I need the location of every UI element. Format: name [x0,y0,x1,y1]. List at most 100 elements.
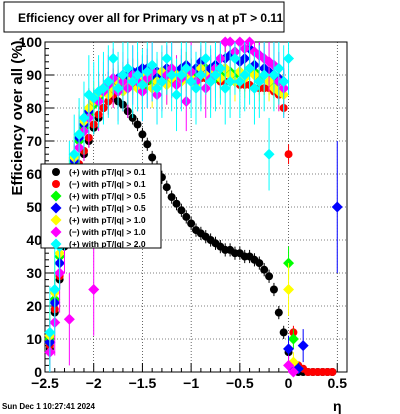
data-point [185,76,197,88]
y-axis-title: Efficiency over all (%) [9,40,26,195]
y-tick-label: 20 [26,298,42,314]
legend-label: (+) with pT/|q| > 0.5 [69,191,146,201]
data-point [328,368,337,376]
data-layer [44,36,343,378]
data-point [195,69,207,81]
data-point [133,120,142,129]
data-point [224,36,236,48]
legend-label: (−) with pT/|q| > 0.1 [69,179,146,189]
x-tick-label: −1 [183,375,199,391]
data-point [117,69,129,81]
legend: (+) with pT/|q| > 0.1 (−) with pT/|q| > 0… [40,163,162,250]
data-point [287,366,299,378]
data-point [143,140,152,149]
legend-box [40,163,162,249]
data-point [263,56,275,68]
data-point [229,53,241,64]
data-point [172,199,181,208]
data-point [162,183,171,192]
data-point [297,340,309,352]
x-tick-label: −2.5 [31,375,59,391]
data-point [107,53,119,64]
legend-label: (+) with pT/|q| > 1.0 [69,215,146,225]
data-point [68,148,80,160]
data-point [127,76,139,88]
legend-label: (+) with pT/|q| > 0.1 [69,167,146,177]
data-point [255,259,264,268]
data-point [63,313,75,325]
x-tick-label: 0 [285,375,293,391]
data-point [283,359,295,371]
data-point [268,69,280,81]
data-point [205,76,217,88]
data-point [278,76,290,88]
data-point [97,82,109,94]
data-point [331,201,343,213]
axis-layer: −2.5 −2 −1.5 −1 −0.5 0 0.5 0 10 20 30 40 50 60 70 80 90 1… [19,34,348,391]
y-tick-label: 30 [26,265,42,281]
y-tick-label: 70 [26,133,42,149]
data-point [219,82,231,94]
data-point [248,82,260,94]
data-point [283,343,295,355]
x-tick-label: −2 [86,375,102,391]
data-point [161,53,173,64]
data-point [200,53,212,64]
legend-marker [52,168,60,176]
data-point [214,62,226,74]
data-point [102,76,114,88]
data-point [258,69,270,81]
legend-label: (+) with pT/|q| > 2.0 [69,239,146,249]
data-point [132,69,144,81]
data-point [273,62,285,74]
data-point [244,62,256,74]
data-point [136,79,148,91]
data-point [274,308,283,317]
footer-timestamp: Sun Dec 1 10:27:41 2024 [2,402,95,411]
data-point [279,328,288,337]
legend-marker [50,226,62,238]
data-point [253,76,265,88]
data-point [284,150,293,159]
data-point [263,148,275,160]
data-point [44,326,56,338]
x-tick-label: 0.5 [328,375,348,391]
data-point [283,284,295,295]
data-point [151,82,163,94]
data-point [234,76,246,88]
data-point [166,69,178,81]
data-point [112,82,124,94]
data-point [156,76,168,88]
data-point [175,69,187,81]
data-point [239,69,251,81]
legend-label: (−) with pT/|q| > 1.0 [69,227,146,237]
data-point [283,53,295,64]
data-point [190,82,202,94]
y-tick-label: 90 [26,67,42,83]
data-point [78,112,90,124]
series-7 [44,42,295,372]
x-tick-label: −0.5 [226,375,254,391]
y-tick-label: 60 [26,166,42,182]
y-tick-label: 50 [26,199,42,215]
data-point [265,272,274,281]
data-point [49,284,61,295]
data-point [234,36,246,48]
data-point [187,219,196,228]
data-point [180,62,192,74]
legend-marker [52,180,60,188]
data-point [177,206,186,215]
data-point [148,153,157,162]
data-point [141,66,153,78]
legend-marker [50,238,62,250]
legend-marker [50,202,62,214]
data-point [171,89,183,101]
y-tick-label: 80 [26,100,42,116]
data-point [88,92,100,104]
data-point [88,284,100,295]
y-tick-label: 0 [34,364,42,380]
data-point [138,130,147,139]
legend-label: (−) with pT/|q| > 0.5 [69,203,146,213]
y-tick-label: 100 [19,34,43,50]
